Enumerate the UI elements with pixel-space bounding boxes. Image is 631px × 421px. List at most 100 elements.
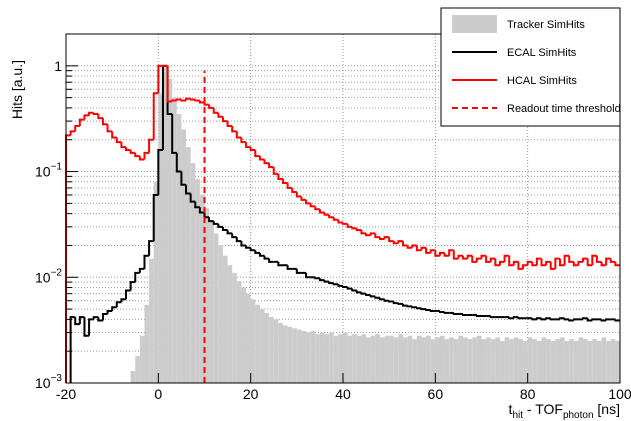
histogram-step	[365, 293, 371, 296]
histogram-step	[572, 261, 579, 267]
histogram-bar	[546, 339, 551, 383]
histogram-bar	[583, 339, 588, 383]
histogram-step	[226, 121, 233, 127]
histogram-bar	[241, 287, 247, 383]
histogram-step	[609, 258, 616, 263]
histogram-bar	[338, 334, 343, 383]
histogram-step	[614, 319, 620, 322]
histogram-bar	[435, 337, 440, 383]
histogram-step	[83, 114, 90, 120]
histogram-step	[332, 283, 339, 286]
histogram-bar	[153, 181, 159, 383]
x-label-sub: hit	[512, 410, 523, 421]
histogram-step	[88, 318, 94, 336]
histogram-bar	[144, 304, 150, 383]
histogram-step	[231, 233, 237, 239]
histogram-bar	[407, 335, 413, 383]
x-tick-label: 100	[608, 386, 631, 402]
histogram-bar	[222, 255, 228, 383]
histogram-step	[295, 268, 302, 274]
y-tick-base: 10	[35, 375, 51, 391]
histogram-bar	[315, 334, 320, 383]
histogram-step	[212, 107, 219, 114]
histogram-step	[88, 111, 94, 116]
histogram-step	[360, 230, 367, 235]
histogram-step	[443, 311, 450, 314]
histogram-step	[383, 299, 390, 302]
histogram-step	[111, 131, 117, 139]
histogram-step	[78, 316, 85, 325]
histogram-bar	[135, 356, 140, 383]
histogram-step	[254, 149, 260, 158]
histogram-step	[226, 230, 233, 235]
histogram-step	[489, 257, 496, 262]
histogram-step	[591, 318, 597, 321]
histogram-step	[342, 285, 348, 288]
histogram-step	[545, 260, 551, 266]
histogram-step	[591, 254, 597, 266]
histogram-bar	[606, 340, 611, 383]
histogram-bar	[333, 335, 339, 383]
histogram-step	[549, 318, 556, 321]
histogram-step	[148, 138, 154, 153]
histogram-step	[106, 124, 113, 133]
histogram-step	[475, 314, 482, 318]
histogram-step	[415, 307, 422, 310]
histogram-step	[489, 316, 496, 319]
histogram-step	[240, 137, 247, 144]
series-step	[65, 64, 620, 383]
histogram-bar	[218, 245, 223, 383]
histogram-bar	[384, 335, 390, 383]
histogram-step	[397, 240, 404, 244]
histogram-step	[411, 244, 417, 248]
histogram-bar	[513, 337, 519, 383]
histogram-step	[97, 114, 103, 120]
histogram-bar	[227, 265, 233, 383]
x-tick-label: -20	[56, 386, 76, 402]
histogram-step	[115, 301, 122, 308]
histogram-step	[485, 255, 491, 263]
histogram-bar	[532, 339, 537, 383]
histogram-step	[355, 290, 362, 294]
histogram-step	[535, 317, 542, 320]
histogram-bar	[486, 337, 491, 383]
histogram-step	[143, 151, 150, 160]
histogram-step	[448, 249, 454, 256]
histogram-step	[69, 130, 76, 136]
histogram-step	[508, 317, 514, 320]
histogram-bar	[564, 340, 570, 383]
histogram-step	[572, 318, 579, 321]
histogram-bar	[476, 335, 482, 383]
histogram-bar	[389, 335, 394, 383]
histogram-bar	[329, 332, 334, 383]
histogram-step	[323, 212, 330, 216]
histogram-bar	[287, 326, 293, 383]
histogram-bar	[439, 335, 445, 383]
x-label-part: t	[509, 401, 513, 417]
histogram-step	[531, 318, 537, 321]
histogram-step	[175, 98, 182, 101]
histogram-step	[97, 317, 103, 322]
histogram-step	[69, 316, 76, 383]
histogram-bar	[246, 293, 251, 383]
histogram-step	[212, 221, 219, 225]
histogram-bar	[412, 339, 417, 383]
histogram-step	[346, 223, 353, 228]
histogram-step	[157, 64, 163, 94]
histogram-step	[535, 257, 542, 266]
histogram-step	[526, 260, 533, 266]
histogram-bar	[499, 340, 505, 383]
histogram-step	[512, 260, 519, 266]
histogram-step	[120, 142, 127, 149]
y-axis-label: Hits [a.u.]	[9, 60, 25, 119]
histogram-bar	[232, 272, 237, 383]
histogram-step	[221, 226, 228, 231]
histogram-step	[429, 249, 436, 253]
histogram-step	[471, 255, 477, 263]
histogram-step	[74, 317, 80, 326]
histogram-bar	[366, 337, 371, 383]
histogram-bar	[158, 93, 163, 384]
histogram-step	[332, 217, 339, 221]
histogram-step	[406, 305, 413, 308]
histogram-step	[600, 261, 607, 267]
